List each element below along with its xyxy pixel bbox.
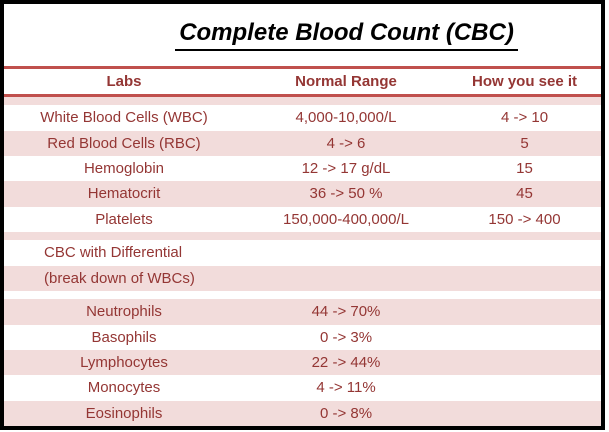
table-row-wbc: White Blood Cells (WBC) 4,000-10,000/L 4… <box>4 105 601 131</box>
cell-labs <box>4 97 244 105</box>
cell-normal-range: 44 -> 70% <box>311 303 381 321</box>
cell-labs: Lymphocytes <box>80 354 168 372</box>
cell-normal-range <box>244 240 448 265</box>
table-row-platelets: Platelets 150,000-400,000/L 150 -> 400 <box>4 206 601 232</box>
cell-labs: Hemoglobin <box>83 160 165 178</box>
cell-labs <box>4 232 244 240</box>
cell-how-you-see-it <box>448 375 601 400</box>
table-row-eosinophils: Eosinophils 0 -> 8% <box>4 400 601 426</box>
cell-how-you-see-it <box>448 240 601 265</box>
cell-normal-range <box>244 232 448 240</box>
table-row-lymphocytes: Lymphocytes 22 -> 44% <box>4 349 601 376</box>
table-row-hematocrit: Hematocrit 36 -> 50 % 45 <box>4 181 601 207</box>
cell-normal-range <box>244 291 448 299</box>
cell-labs: (break down of WBCs) <box>44 269 195 287</box>
cell-how-you-see-it <box>448 97 601 105</box>
cell-labs: Red Blood Cells (RBC) <box>47 134 201 152</box>
cell-labs: Basophils <box>91 328 157 346</box>
cell-labs: Platelets <box>95 210 153 228</box>
table-row-hemoglobin: Hemoglobin 12 -> 17 g/dL 15 <box>4 155 601 182</box>
cell-how-you-see-it: 5 <box>520 134 529 152</box>
cell-normal-range: 36 -> 50 % <box>309 185 383 203</box>
table-row-rbc: Red Blood Cells (RBC) 4 -> 6 5 <box>4 130 601 156</box>
table-body: White Blood Cells (WBC) 4,000-10,000/L 4… <box>4 97 601 426</box>
column-header-normal-range: Normal Range <box>295 73 397 90</box>
table-row-neutrophils: Neutrophils 44 -> 70% <box>4 299 601 325</box>
table-header-row: Labs Normal Range How you see it <box>4 69 601 97</box>
cell-labs: Eosinophils <box>85 404 163 422</box>
cell-how-you-see-it: 45 <box>516 185 533 203</box>
table-row-cbc-differential: CBC with Differential <box>4 240 601 266</box>
column-header-labs: Labs <box>106 73 142 90</box>
cell-labs: Neutrophils <box>86 303 162 321</box>
table-row-spacer <box>4 231 601 241</box>
cell-how-you-see-it: 150 -> 400 <box>488 210 561 228</box>
cell-normal-range: 0 -> 8% <box>319 404 373 422</box>
cell-how-you-see-it <box>448 266 601 291</box>
cell-labs: CBC with Differential <box>44 244 183 262</box>
column-header-how-you-see-it: How you see it <box>471 73 578 90</box>
cell-labs: Monocytes <box>87 379 161 397</box>
cell-normal-range <box>244 266 448 291</box>
cell-normal-range <box>244 97 448 105</box>
cell-how-you-see-it <box>448 291 601 299</box>
page-title: Complete Blood Count (CBC) <box>175 19 518 51</box>
cell-normal-range: 12 -> 17 g/dL <box>301 160 391 178</box>
cell-how-you-see-it <box>448 401 601 426</box>
cell-how-you-see-it <box>448 299 601 324</box>
table-row-monocytes: Monocytes 4 -> 11% <box>4 375 601 401</box>
cell-normal-range: 0 -> 3% <box>319 328 373 346</box>
cell-how-you-see-it <box>448 325 601 350</box>
title-bar: Complete Blood Count (CBC) <box>4 4 601 69</box>
cell-normal-range: 22 -> 44% <box>311 354 381 372</box>
cell-how-you-see-it <box>448 232 601 240</box>
cell-how-you-see-it <box>448 350 601 375</box>
cell-how-you-see-it: 4 -> 10 <box>500 109 549 127</box>
cell-normal-range: 150,000-400,000/L <box>283 210 409 228</box>
table-row-basophils: Basophils 0 -> 3% <box>4 324 601 350</box>
cell-normal-range: 4 -> 6 <box>326 134 366 152</box>
table-row-spacer <box>4 97 601 106</box>
cell-normal-range: 4 -> 11% <box>316 379 376 397</box>
cell-labs: Hematocrit <box>87 185 161 203</box>
cell-how-you-see-it: 15 <box>516 160 533 178</box>
cell-labs: White Blood Cells (WBC) <box>40 109 208 127</box>
table-row-spacer <box>4 290 601 300</box>
table-row-breakdown-note: (break down of WBCs) <box>4 265 601 291</box>
cell-normal-range: 4,000-10,000/L <box>295 109 397 127</box>
cell-labs <box>4 291 244 299</box>
